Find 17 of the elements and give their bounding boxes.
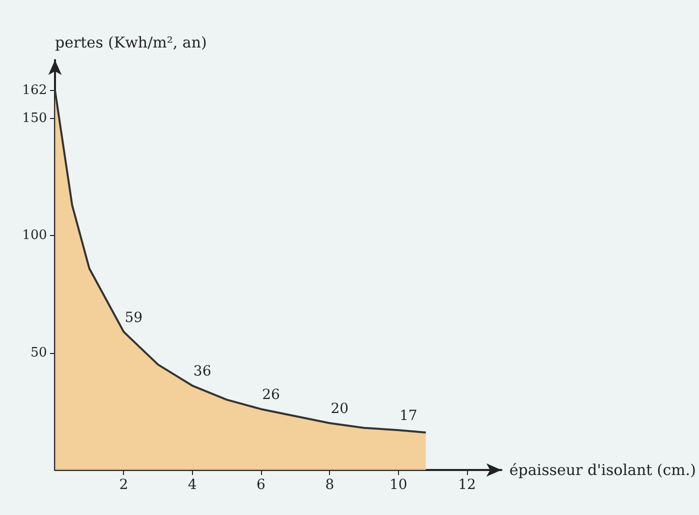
data-label: 26	[262, 387, 280, 404]
y-tick-label: 150	[22, 111, 47, 126]
x-tick-label: 4	[188, 477, 197, 493]
y-tick-label: 162	[22, 82, 47, 98]
x-axis-title: épaisseur d'isolant (cm.)	[509, 461, 696, 479]
data-label: 17	[399, 408, 418, 424]
y-tick-label: 50	[30, 345, 47, 360]
y-tick-label: 100	[22, 228, 47, 244]
x-tick-label: 10	[389, 477, 408, 493]
x-tick-label: 2	[119, 477, 128, 493]
data-label: 59	[124, 310, 143, 326]
x-tick-label: 8	[325, 477, 334, 493]
x-tick-label: 6	[256, 477, 266, 493]
data-label: 36	[193, 364, 212, 380]
x-tick-label: 12	[458, 477, 476, 493]
y-axis-title: pertes (Kwh/m², an)	[55, 34, 207, 52]
data-label: 20	[330, 401, 349, 418]
